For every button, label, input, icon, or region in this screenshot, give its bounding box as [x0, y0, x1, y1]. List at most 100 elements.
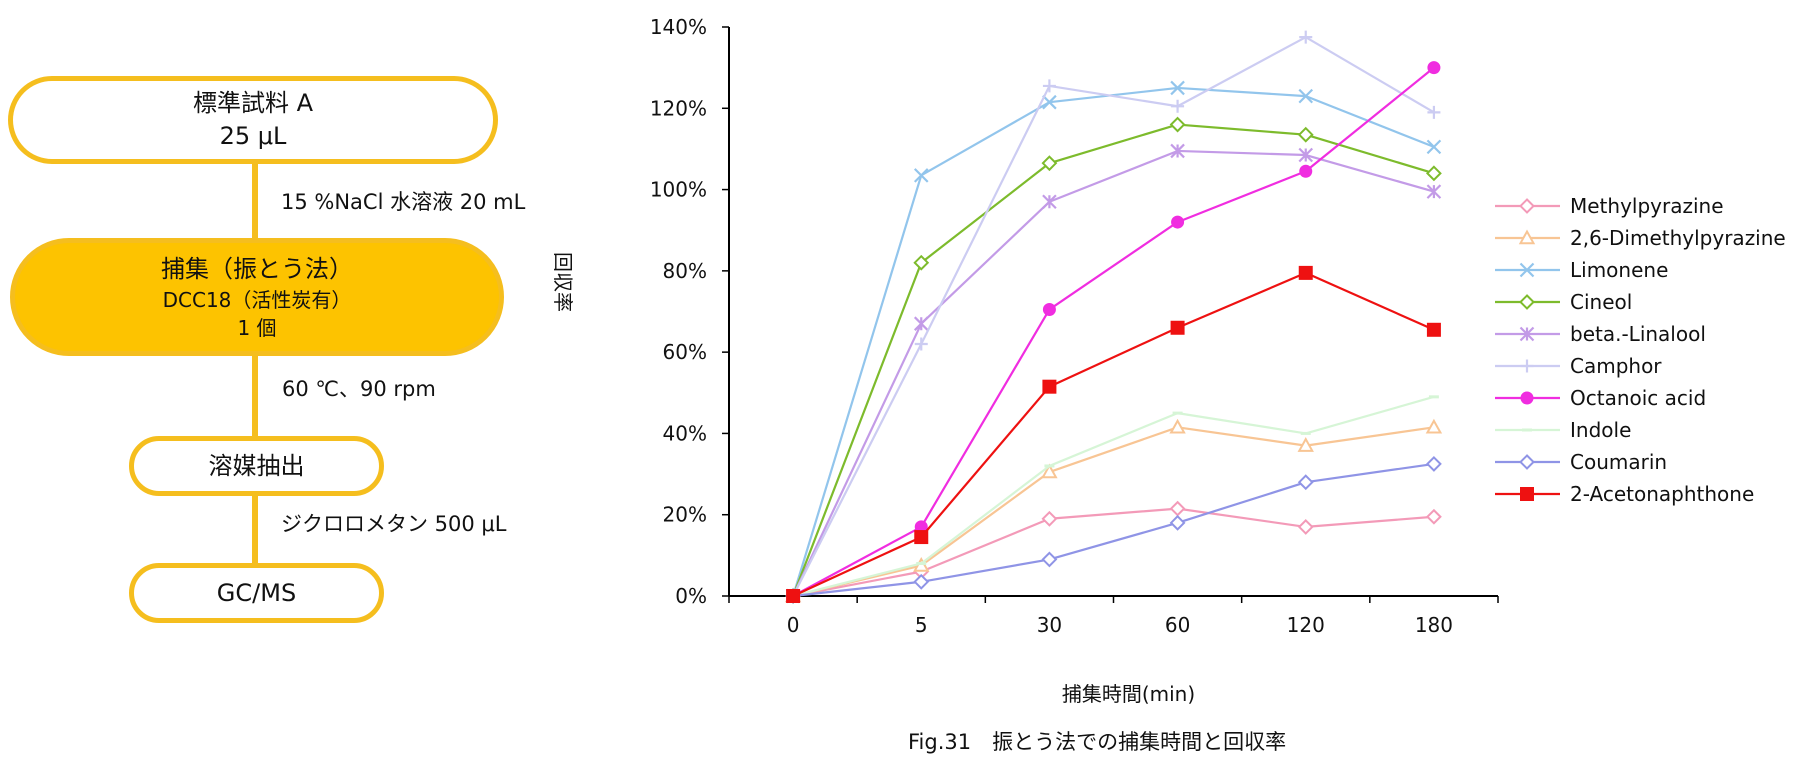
series-line: [792, 271, 1435, 597]
legend-label: 2-Acetonaphthone: [1570, 482, 1754, 506]
legend-item: 2-Acetonaphthone: [1495, 482, 1754, 506]
flow-step-sample-line1: 標準試料 A: [192, 89, 314, 117]
legend-item: Indole: [1495, 418, 1631, 442]
legend-label: 2,6-Dimethylpyrazine: [1570, 226, 1786, 250]
data-point: [1426, 184, 1442, 199]
flow-note-solvent: ジクロロメタン 500 μL: [281, 512, 507, 536]
x-tick-label: 5: [915, 613, 928, 637]
y-tick-label: 120%: [650, 96, 707, 120]
legend-marker: [1519, 262, 1535, 278]
legend-label: beta.-Linalool: [1570, 322, 1706, 346]
data-point: [914, 337, 928, 351]
x-tick-label: 120: [1287, 613, 1325, 637]
series-camphor: [786, 30, 1441, 603]
data-point: [1299, 164, 1313, 178]
flow-step-collection-line1: 捕集（振とう法）: [161, 254, 353, 283]
legend-label: Coumarin: [1570, 450, 1667, 474]
legend-label: Octanoic acid: [1570, 386, 1706, 410]
data-point: [1298, 265, 1313, 280]
flow-step-sample-line2: 25 μL: [219, 122, 287, 150]
legend-item: Camphor: [1495, 354, 1662, 378]
flow-connector: [252, 492, 258, 566]
data-point: [1298, 147, 1314, 163]
series-indole: [788, 395, 1439, 598]
data-point: [1042, 302, 1056, 316]
legend-item: Methylpyrazine: [1495, 194, 1724, 218]
series-line: [792, 123, 1435, 597]
legend-item: Cineol: [1495, 290, 1632, 314]
data-point: [1169, 418, 1186, 434]
legend-label: Methylpyrazine: [1570, 194, 1724, 218]
data-point: [1298, 88, 1314, 104]
y-tick-label: 140%: [650, 15, 707, 39]
series-coumarin: [785, 455, 1442, 604]
data-point: [1297, 474, 1314, 491]
legend-marker: [1519, 326, 1535, 342]
legend-marker: [1519, 454, 1535, 470]
legend-label: Limonene: [1570, 258, 1668, 282]
x-tick-label: 60: [1165, 613, 1190, 637]
data-point: [1041, 510, 1058, 527]
data-point: [913, 254, 930, 271]
flow-step-extraction: 溶媒抽出: [129, 436, 384, 496]
legend-marker: [1519, 294, 1535, 310]
series-line: [792, 462, 1435, 598]
series-2-acetonaphthone: [786, 265, 1441, 603]
data-point: [1426, 508, 1442, 525]
flow-note-solution: 15 %NaCl 水溶液 20 mL: [281, 190, 526, 214]
legend-marker: [1520, 487, 1534, 501]
data-point: [1299, 30, 1313, 44]
legend-marker: [1520, 391, 1534, 405]
series-octanoic-acid: [786, 61, 1441, 603]
legend-marker: [1520, 359, 1534, 373]
data-point: [1042, 79, 1056, 93]
y-tick-label: 40%: [663, 421, 707, 445]
data-point: [913, 316, 929, 331]
y-tick-label: 60%: [663, 340, 707, 364]
data-point: [913, 573, 930, 590]
series-line: [792, 395, 1435, 598]
legend-label: Indole: [1570, 418, 1631, 442]
series-2-6-dimethylpyrazine: [784, 418, 1443, 603]
flow-connector: [252, 352, 258, 440]
data-point: [1169, 500, 1186, 517]
flow-step-sample: 標準試料 A 25 μL: [8, 76, 498, 164]
legend-item: 2,6-Dimethylpyrazine: [1495, 226, 1786, 250]
flow-step-gcms-label: GC/MS: [216, 578, 297, 607]
data-point: [1426, 139, 1442, 155]
y-tick-label: 20%: [663, 503, 707, 527]
flow-step-gcms: GC/MS: [129, 563, 384, 623]
x-axis-title: 捕集時間(min): [1062, 682, 1195, 706]
x-tick-label: 30: [1037, 613, 1062, 637]
series-line: [792, 36, 1435, 597]
data-point: [1042, 194, 1057, 210]
legend-label: Cineol: [1570, 290, 1632, 314]
series-beta-linalool: [785, 143, 1442, 604]
data-point: [1041, 551, 1058, 568]
data-point: [1171, 215, 1185, 229]
data-point: [1169, 116, 1186, 133]
data-point: [1170, 320, 1185, 335]
flow-note-conditions: 60 ℃、90 rpm: [282, 377, 436, 401]
data-point: [1170, 80, 1185, 96]
legend-marker: [1519, 198, 1535, 214]
figure-caption: Fig.31 振とう法での捕集時間と回収率: [908, 730, 1287, 754]
data-point: [1169, 514, 1186, 531]
x-tick-label: 180: [1415, 613, 1453, 637]
legend-item: Limonene: [1495, 258, 1668, 282]
legend-label: Camphor: [1570, 354, 1662, 378]
data-point: [1427, 61, 1441, 75]
data-point: [1041, 463, 1058, 479]
y-axis-title: 回収率: [551, 252, 575, 312]
flow-step-extraction-label: 溶媒抽出: [208, 451, 305, 480]
data-point: [1425, 418, 1443, 434]
data-point: [1041, 155, 1058, 172]
y-tick-label: 100%: [650, 178, 707, 202]
data-point: [1426, 322, 1441, 337]
series-line: [792, 507, 1435, 598]
legend-item: beta.-Linalool: [1495, 322, 1706, 346]
legend-marker: [1518, 229, 1536, 245]
legend-item: Octanoic acid: [1495, 386, 1706, 410]
legend-item: Coumarin: [1495, 450, 1667, 474]
